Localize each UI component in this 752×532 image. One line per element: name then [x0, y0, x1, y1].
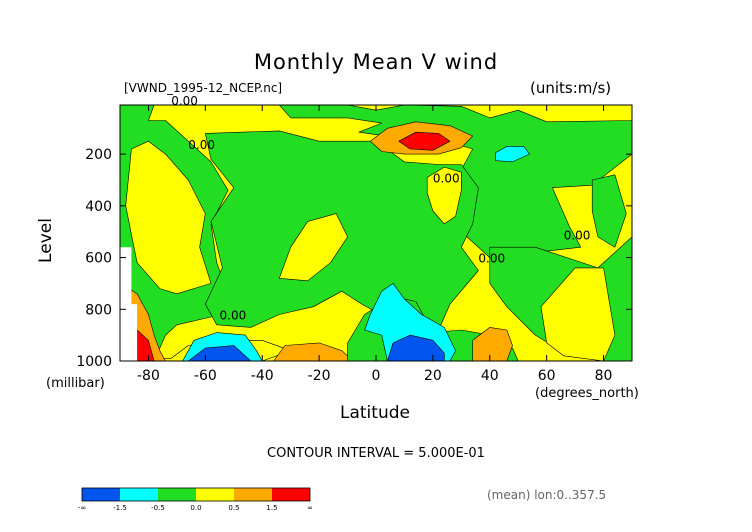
y-axis-label: Level: [35, 218, 56, 263]
colorbar: -∞ -1.5 -0.5 0.0 0.5 1.5 ∞: [78, 487, 313, 512]
contour-label: 0.00: [188, 138, 215, 152]
colorbar-tick-label: 1.5: [266, 504, 277, 512]
colorbar-swatch: [158, 488, 196, 501]
contour-region: [591, 174, 627, 248]
colorbar-frame: [81, 487, 311, 502]
contour-region: [472, 327, 513, 361]
footer-note: (mean) lon:0..357.5: [487, 488, 607, 502]
y-tick-label: 1000: [76, 354, 112, 370]
contour-label: 0.00: [433, 172, 460, 186]
contour-region: [387, 334, 445, 361]
contour-region: [540, 267, 616, 361]
x-tick-label: -40: [251, 368, 274, 384]
contour-region: [125, 140, 212, 295]
x-axis-label: Latitude: [340, 403, 410, 423]
x-tick-label: -60: [194, 368, 217, 384]
y-axis-units: (millibar): [46, 376, 105, 391]
contour-label: 0.00: [478, 252, 505, 266]
x-tick-label: 0: [372, 368, 381, 384]
contour-region: [120, 247, 138, 361]
colorbar-swatch: [234, 488, 272, 501]
x-tick-label: -20: [308, 368, 331, 384]
x-tick-label: 20: [424, 368, 442, 384]
contour-region: [273, 342, 354, 361]
colorbar-tick-label: 0.0: [190, 504, 201, 512]
axes: -80 -60 -40 -20 0 20 40 60 80 200 400 600 800 1000: [76, 105, 632, 384]
chart-title: Monthly Mean V wind: [253, 50, 499, 74]
contour-interval: CONTOUR INTERVAL = 5.000E-01: [267, 446, 485, 461]
y-tick-label: 400: [85, 199, 112, 215]
colorbar-tick-label: -∞: [78, 504, 86, 512]
colorbar-swatch: [82, 488, 120, 501]
contour-label: 0.00: [220, 309, 247, 323]
contour-labels: 0.00 0.00 0.00 0.00 0.00 0.00: [171, 94, 590, 323]
units-label: (units:m/s): [530, 79, 612, 97]
y-tick-label: 800: [85, 302, 112, 318]
y-tick-label: 600: [85, 251, 112, 267]
contour-region: [188, 105, 632, 258]
contour-region: [495, 146, 530, 163]
colorbar-tick-label: 0.5: [228, 504, 239, 512]
contour-region: [188, 345, 252, 361]
colorbar-tick-label: ∞: [307, 504, 313, 512]
contour-region: [426, 166, 462, 225]
colorbar-tick-label: -1.5: [113, 504, 127, 512]
colorbar-swatch: [272, 488, 310, 501]
x-tick-label: 60: [538, 368, 556, 384]
contour-label: 0.00: [564, 228, 591, 242]
x-tick-label: -80: [137, 368, 160, 384]
contour-region: [278, 213, 348, 282]
x-tick-label: 80: [595, 368, 613, 384]
colorbar-swatch: [196, 488, 234, 501]
y-tick-label: 200: [85, 147, 112, 163]
x-axis-units: (degrees_north): [535, 386, 639, 401]
contour-label: 0.00: [171, 94, 198, 108]
x-tick-label: 40: [481, 368, 499, 384]
contour-regions: [120, 105, 632, 361]
colorbar-swatch: [120, 488, 158, 501]
contour-region: [398, 131, 451, 151]
colorbar-tick-label: -0.5: [151, 504, 165, 512]
source-label: [VWND_1995-12_NCEP.nc]: [124, 81, 283, 95]
